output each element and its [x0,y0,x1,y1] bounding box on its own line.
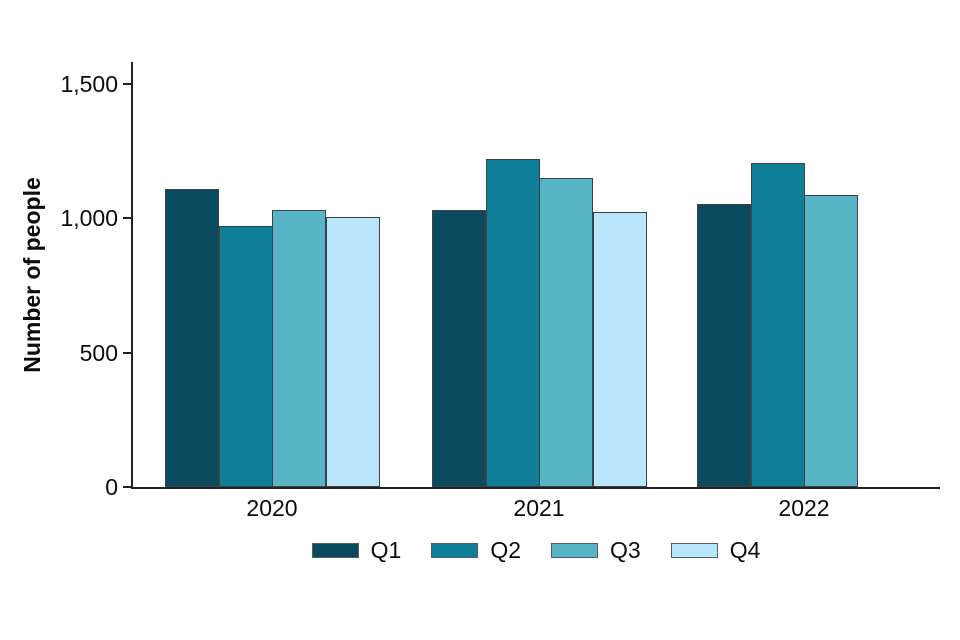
legend-item-q3: Q3 [551,537,641,564]
bar-2022-q3 [804,195,858,487]
x-category-label: 2020 [246,495,298,521]
legend-label: Q3 [610,536,641,563]
bar-2021-q2 [485,159,540,487]
y-tick-mark [123,83,131,85]
legend-swatch-q1 [311,542,359,558]
legend-label: Q1 [370,536,402,563]
y-tick-mark [123,217,131,220]
x-category-label: 2022 [778,495,830,521]
legend-item-q1: Q1 [311,536,402,564]
bar-2022-q1 [697,203,751,487]
bar-2021-q3 [539,178,593,487]
legend-swatch-q2 [431,542,479,558]
bar-2020-q2 [218,226,273,487]
bar-2020-q1 [165,188,219,487]
y-tick-label: 1,500 [60,71,118,97]
legend-label: Q4 [729,536,761,563]
legend-item-q2: Q2 [431,537,521,564]
y-tick-mark [123,351,131,354]
bar-2022-q2 [750,163,805,487]
legend-swatch-q4 [670,542,718,558]
legend-label: Q2 [490,536,521,563]
y-tick-label: 0 [105,474,118,500]
bar-2021-q1 [432,210,486,487]
y-tick-label: 1,000 [60,205,118,232]
x-category-label: 2021 [513,495,565,521]
y-axis-line [131,62,133,487]
legend-item-q4: Q4 [670,536,761,564]
y-tick-label: 500 [79,339,118,366]
legend-swatch-q3 [551,542,598,558]
x-axis-line [131,487,940,489]
bar-2020-q3 [272,210,326,487]
legend: Q1 Q2 Q3 Q4 [132,536,940,564]
y-tick-mark [123,486,131,488]
bar-2020-q4 [325,216,380,487]
bar-2021-q4 [592,211,647,487]
